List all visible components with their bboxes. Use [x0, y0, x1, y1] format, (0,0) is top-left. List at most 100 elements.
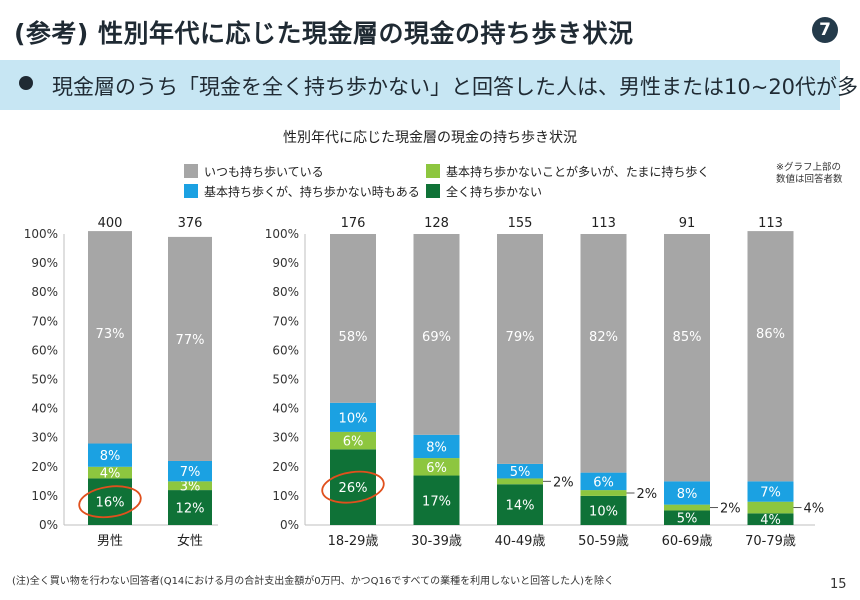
- bar-segment: [330, 234, 376, 403]
- x-category-label: 50-59歳: [578, 534, 629, 549]
- page-title: (参考) 性別年代に応じた現金層の現金の持ち歩き状況: [14, 19, 634, 48]
- legend-label: 全く持ち歩かない: [446, 185, 543, 199]
- y-tick-label: 40%: [272, 402, 299, 416]
- respondent-count: 128: [424, 216, 449, 231]
- bar-segment: [330, 402, 376, 432]
- bar-segment: [497, 484, 543, 525]
- bar-segment: [580, 495, 627, 525]
- data-label: 6%: [343, 435, 364, 450]
- data-label: 58%: [339, 330, 368, 345]
- data-label: 17%: [422, 494, 451, 509]
- y-tick-label: 70%: [31, 314, 58, 328]
- y-tick-label: 70%: [272, 314, 299, 328]
- data-label: 2%: [553, 475, 574, 490]
- bar-segment: [168, 490, 212, 525]
- data-label: 85%: [673, 330, 702, 345]
- y-tick-label: 100%: [265, 227, 299, 241]
- note-line: ※グラフ上部の: [776, 162, 841, 173]
- data-label: 69%: [422, 330, 451, 345]
- data-label: 16%: [96, 496, 125, 511]
- bullet-icon: [19, 76, 33, 90]
- bar-segment: [413, 475, 460, 525]
- legend-label: いつも持ち歩いている: [204, 165, 324, 179]
- legend-swatch-darkgreen: [426, 184, 440, 198]
- bar-segment: [88, 231, 132, 444]
- bar-segment: [330, 449, 376, 525]
- bar-segment: [497, 463, 543, 479]
- data-label: 4%: [760, 513, 781, 528]
- y-tick-label: 90%: [31, 256, 58, 270]
- data-label: 8%: [426, 440, 447, 455]
- y-tick-label: 50%: [272, 373, 299, 387]
- respondent-count: 113: [758, 216, 783, 231]
- note-line: 数値は回答者数: [776, 174, 843, 185]
- data-label: 7%: [180, 465, 201, 480]
- data-label: 10%: [339, 411, 368, 426]
- legend-swatch-gray: [184, 164, 198, 178]
- chart-title: 性別年代に応じた現金層の現金の持ち歩き状況: [283, 130, 577, 146]
- bar-segment: [330, 431, 376, 450]
- data-label: 10%: [589, 504, 618, 519]
- bar-segment: [497, 234, 543, 464]
- respondent-count: 155: [508, 216, 533, 231]
- page-number: 15: [830, 577, 847, 592]
- y-tick-label: 100%: [24, 227, 58, 241]
- data-label: 2%: [720, 502, 741, 517]
- data-label: 5%: [510, 465, 531, 480]
- bar-segment: [747, 231, 794, 482]
- data-label: 14%: [506, 499, 535, 514]
- respondent-count: 91: [679, 216, 696, 231]
- bar-segment: [168, 460, 212, 482]
- data-label: 4%: [100, 467, 121, 482]
- bar-segment: [88, 466, 132, 479]
- x-category-label: 男性: [97, 534, 123, 549]
- y-tick-label: 20%: [31, 460, 58, 474]
- summary-banner: 現金層のうち「現金を全く持ち歩かない」と回答した人は、男性または10~20代が多…: [0, 60, 860, 110]
- data-label: 79%: [506, 330, 535, 345]
- y-tick-label: 0%: [280, 518, 299, 532]
- data-label: 6%: [426, 461, 447, 476]
- y-tick-label: 30%: [31, 431, 58, 445]
- y-tick-label: 80%: [272, 285, 299, 299]
- bar-segment: [497, 478, 543, 485]
- data-label: 77%: [176, 333, 205, 348]
- x-category-label: 18-29歳: [328, 534, 379, 549]
- data-label: 8%: [677, 487, 698, 502]
- data-label: 2%: [637, 487, 658, 502]
- bar-segment: [664, 504, 710, 511]
- data-label: 7%: [760, 486, 781, 501]
- legend-item-always: いつも持ち歩いている: [184, 163, 324, 180]
- data-label: 8%: [100, 449, 121, 464]
- y-tick-label: 60%: [272, 343, 299, 357]
- data-label: 6%: [593, 475, 614, 490]
- y-tick-label: 30%: [272, 431, 299, 445]
- data-label: 3%: [180, 480, 201, 495]
- bar-segment: [580, 490, 627, 496]
- data-label: 86%: [756, 327, 785, 342]
- legend-item-never: 全く持ち歩かない: [426, 183, 542, 200]
- bar-segment: [580, 234, 627, 473]
- footnote: (注)全く買い物を行わない回答者(Q14における月の合計支出金額が0万円、かつQ…: [12, 576, 615, 587]
- y-tick-label: 10%: [272, 489, 299, 503]
- bar-segment: [664, 234, 710, 482]
- y-tick-label: 0%: [39, 518, 58, 532]
- respondent-count: 113: [591, 216, 616, 231]
- respondents-note: ※グラフ上部の 数値は回答者数: [776, 162, 843, 186]
- bar-segment: [747, 501, 794, 514]
- bar-segment: [580, 472, 627, 491]
- y-tick-label: 20%: [272, 460, 299, 474]
- respondent-count: 400: [98, 216, 123, 231]
- legend-swatch-lightgreen: [426, 164, 440, 178]
- x-category-label: 60-69歳: [662, 534, 713, 549]
- bar-segment: [413, 234, 460, 435]
- bar-segment: [664, 510, 710, 525]
- bar-segment: [664, 481, 710, 505]
- bar-segment: [747, 481, 794, 502]
- respondent-count: 376: [178, 216, 203, 231]
- legend-swatch-blue: [184, 184, 198, 198]
- legend-label: 基本持ち歩かないことが多いが、たまに持ち歩く: [446, 165, 710, 179]
- y-tick-label: 40%: [31, 402, 58, 416]
- y-tick-label: 10%: [31, 489, 58, 503]
- y-tick-label: 60%: [31, 343, 58, 357]
- data-label: 12%: [176, 502, 205, 517]
